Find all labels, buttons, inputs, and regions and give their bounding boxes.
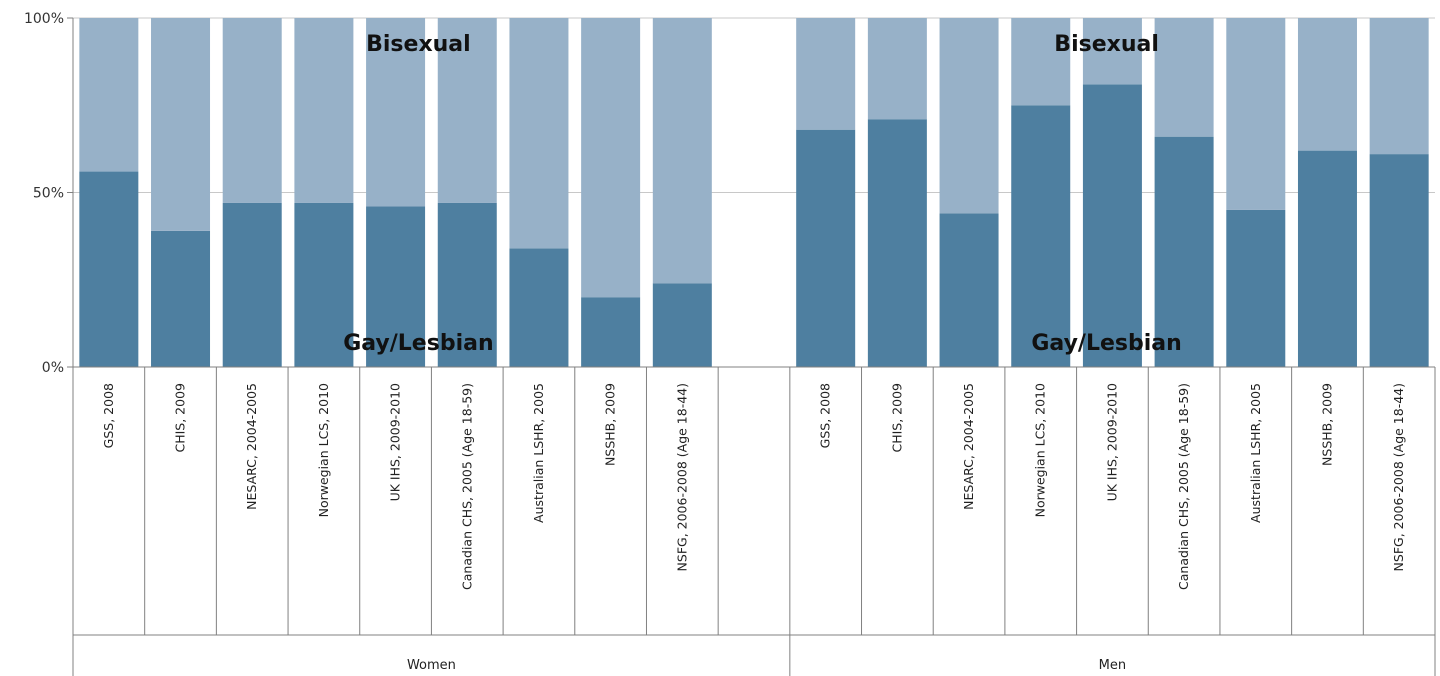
bar-bisexual: [1154, 18, 1214, 137]
bar-bisexual: [1369, 18, 1429, 155]
bar-gay-lesbian: [1369, 154, 1429, 367]
bar-bisexual: [867, 18, 927, 120]
x-category-label: CHIS, 2009: [173, 383, 188, 453]
bar-bisexual: [1082, 18, 1142, 85]
x-category-label: Norwegian LCS, 2010: [316, 383, 331, 517]
bar-bisexual: [79, 18, 139, 172]
bar-gay-lesbian: [79, 171, 139, 367]
x-category-label: Canadian CHS, 2005 (Age 18-59): [1176, 383, 1191, 590]
bar-gay-lesbian: [796, 129, 856, 367]
bar-gay-lesbian: [867, 119, 927, 368]
bar-gay-lesbian: [1226, 209, 1286, 367]
x-category-label: UK IHS, 2009-2010: [388, 383, 403, 501]
x-category-label: Australian LSHR, 2005: [531, 383, 546, 523]
y-tick-label: 50%: [33, 186, 64, 202]
x-category-label: NSFG, 2006-2008 (Age 18-44): [674, 383, 689, 571]
series-label-gay-lesbian: Gay/Lesbian: [343, 331, 493, 356]
x-category-label: Norwegian LCS, 2010: [1033, 383, 1048, 517]
bar-bisexual: [366, 18, 426, 207]
bar-bisexual: [1226, 18, 1286, 210]
bar-bisexual: [939, 18, 999, 214]
bar-gay-lesbian: [222, 202, 282, 367]
series-label-bisexual: Bisexual: [366, 32, 471, 57]
labels: 0% 50% 100% GSS, 2008 CHIS, 2009 NESARC, 2004…: [24, 11, 1406, 673]
y-tick-label: 100%: [24, 11, 64, 27]
bar-gay-lesbian: [581, 297, 641, 367]
bar-gay-lesbian: [151, 230, 211, 367]
y-tick-label: 0%: [42, 360, 64, 376]
x-category-label: Australian LSHR, 2005: [1248, 383, 1263, 523]
axes: [67, 17, 1436, 676]
group-label: Men: [1099, 658, 1126, 673]
group-label: Women: [407, 658, 456, 673]
bar-gay-lesbian: [939, 213, 999, 367]
bar-gay-lesbian: [1297, 150, 1357, 367]
bar-bisexual: [796, 18, 856, 130]
x-category-label: CHIS, 2009: [889, 383, 904, 453]
bar-gay-lesbian: [437, 202, 497, 367]
x-category-label: NESARC, 2004-2005: [244, 383, 259, 510]
bar-bisexual: [437, 18, 497, 203]
bar-bisexual: [1011, 18, 1071, 106]
bar-gay-lesbian: [509, 248, 569, 367]
bars: [79, 18, 1429, 368]
x-category-label: NSSHB, 2009: [1319, 383, 1334, 466]
bar-bisexual: [222, 18, 282, 203]
x-category-label: Canadian CHS, 2005 (Age 18-59): [459, 383, 474, 590]
x-category-label: UK IHS, 2009-2010: [1104, 383, 1119, 501]
bar-gay-lesbian: [1011, 105, 1071, 367]
bar-bisexual: [294, 18, 354, 203]
bar-bisexual: [581, 18, 641, 298]
bar-gay-lesbian: [366, 206, 426, 367]
bar-bisexual: [652, 18, 712, 284]
series-label-gay-lesbian: Gay/Lesbian: [1031, 331, 1181, 356]
bar-bisexual: [1297, 18, 1357, 151]
bar-gay-lesbian: [294, 202, 354, 367]
x-category-label: NESARC, 2004-2005: [961, 383, 976, 510]
x-category-label: NSFG, 2006-2008 (Age 18-44): [1391, 383, 1406, 571]
bar-gay-lesbian: [1082, 84, 1142, 367]
bar-bisexual: [151, 18, 211, 231]
series-label-bisexual: Bisexual: [1054, 32, 1159, 57]
x-category-label: GSS, 2008: [101, 383, 116, 448]
bar-gay-lesbian: [1154, 136, 1214, 367]
x-category-label: GSS, 2008: [818, 383, 833, 448]
bar-bisexual: [509, 18, 569, 249]
x-category-label: NSSHB, 2009: [603, 383, 618, 466]
bar-gay-lesbian: [652, 283, 712, 367]
